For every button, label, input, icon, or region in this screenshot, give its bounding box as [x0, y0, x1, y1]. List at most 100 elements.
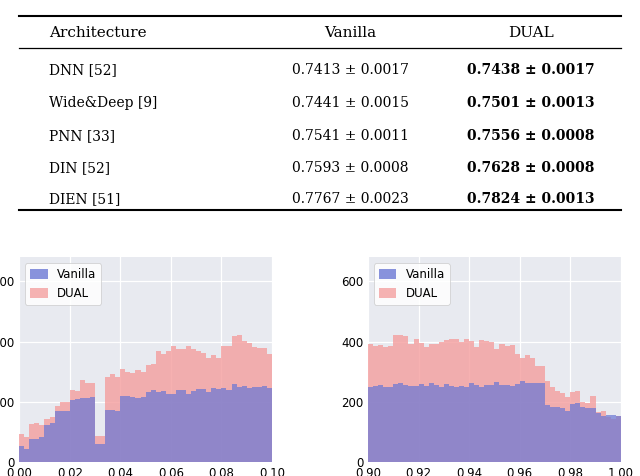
Bar — [100, 436, 105, 462]
Bar — [555, 407, 560, 462]
Bar — [156, 351, 161, 462]
Bar — [150, 390, 156, 462]
Bar — [403, 385, 408, 462]
Bar — [44, 419, 49, 462]
Bar — [388, 387, 394, 462]
Bar — [49, 416, 54, 462]
Bar — [115, 377, 120, 462]
Bar — [40, 437, 44, 462]
Bar — [459, 386, 464, 462]
Bar — [232, 384, 237, 462]
Bar — [550, 387, 555, 462]
Bar — [580, 402, 586, 462]
Bar — [454, 339, 459, 462]
Bar — [70, 390, 75, 462]
Bar — [424, 387, 429, 462]
Bar — [383, 347, 388, 462]
Bar — [232, 336, 237, 462]
Bar — [495, 349, 499, 462]
Bar — [176, 349, 181, 462]
Bar — [176, 390, 181, 462]
Bar — [575, 391, 580, 462]
Bar — [150, 365, 156, 462]
Bar — [206, 392, 211, 462]
Bar — [131, 373, 136, 462]
Bar — [408, 344, 413, 462]
Bar — [504, 386, 509, 462]
Text: 0.7541 ± 0.0011: 0.7541 ± 0.0011 — [292, 129, 408, 143]
Bar — [90, 383, 95, 462]
Bar — [378, 385, 383, 462]
Bar — [29, 439, 35, 462]
Bar — [35, 439, 40, 462]
Bar — [555, 391, 560, 462]
Bar — [570, 392, 575, 462]
Bar — [24, 449, 29, 462]
Bar — [545, 405, 550, 462]
Bar — [29, 424, 35, 462]
Bar — [616, 416, 621, 462]
Bar — [70, 400, 75, 462]
Bar — [515, 354, 520, 462]
Bar — [227, 390, 232, 462]
Bar — [413, 339, 419, 462]
Bar — [44, 425, 49, 462]
Bar — [181, 349, 186, 462]
Bar — [616, 416, 621, 462]
Bar — [262, 347, 267, 462]
Bar — [60, 402, 65, 462]
Bar — [373, 386, 378, 462]
Bar — [509, 386, 515, 462]
Bar — [237, 387, 242, 462]
Bar — [520, 358, 525, 462]
Bar — [444, 340, 449, 462]
Text: 0.7441 ± 0.0015: 0.7441 ± 0.0015 — [292, 96, 408, 110]
Bar — [136, 370, 141, 462]
Bar — [24, 437, 29, 462]
Bar — [474, 385, 479, 462]
Bar — [449, 338, 454, 462]
Bar — [120, 369, 125, 462]
Bar — [19, 446, 24, 462]
Bar — [227, 346, 232, 462]
Bar — [201, 389, 206, 462]
Bar — [530, 358, 535, 462]
Bar — [145, 392, 150, 462]
Text: Architecture: Architecture — [49, 26, 147, 40]
Bar — [560, 393, 565, 462]
Text: 0.7593 ± 0.0008: 0.7593 ± 0.0008 — [292, 161, 408, 175]
Bar — [464, 387, 469, 462]
Bar — [75, 391, 80, 462]
Bar — [509, 345, 515, 462]
Text: 0.7413 ± 0.0017: 0.7413 ± 0.0017 — [292, 63, 408, 77]
Bar — [161, 354, 166, 462]
Bar — [378, 345, 383, 462]
Bar — [575, 403, 580, 462]
Bar — [19, 435, 24, 462]
Bar — [141, 372, 145, 462]
Bar — [196, 351, 201, 462]
Text: 0.7628 ± 0.0008: 0.7628 ± 0.0008 — [467, 161, 595, 175]
Bar — [171, 394, 176, 462]
Bar — [90, 397, 95, 462]
Bar — [454, 387, 459, 462]
Bar — [65, 402, 70, 462]
Bar — [54, 406, 60, 462]
Bar — [611, 419, 616, 462]
Bar — [54, 411, 60, 462]
Bar — [141, 397, 145, 462]
Bar — [216, 358, 221, 462]
Bar — [439, 387, 444, 462]
Bar — [429, 383, 434, 462]
Bar — [540, 383, 545, 462]
Bar — [565, 397, 570, 462]
Bar — [490, 342, 495, 462]
Text: 0.7556 ± 0.0008: 0.7556 ± 0.0008 — [467, 129, 595, 143]
Bar — [520, 381, 525, 462]
Bar — [145, 365, 150, 462]
Bar — [398, 383, 403, 462]
Legend: Vanilla, DUAL: Vanilla, DUAL — [25, 263, 101, 305]
Bar — [434, 386, 439, 462]
Bar — [504, 346, 509, 462]
Bar — [211, 356, 216, 462]
